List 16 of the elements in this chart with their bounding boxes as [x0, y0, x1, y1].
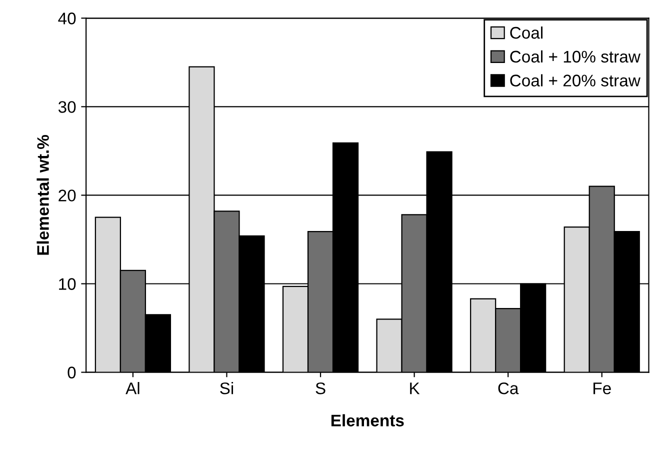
y-axis-title: Elemental wt.% [36, 134, 49, 255]
legend-label: Coal + 10% straw [510, 50, 640, 63]
x-tick-label: Fe [594, 382, 611, 394]
x-axis-title: Elements [331, 414, 404, 426]
x-tick-label: Si [220, 382, 234, 394]
x-tick-label: S [316, 382, 326, 394]
y-tick-label: 0 [68, 366, 76, 378]
legend-label: Coal + 20% straw [510, 74, 640, 86]
legend-label: Coal [510, 26, 543, 39]
x-tick-label: K [410, 382, 420, 394]
x-tick-label: Al [126, 382, 140, 394]
y-tick-label: 40 [58, 12, 76, 24]
y-tick-label: 10 [59, 278, 76, 290]
y-tick-label: 20 [58, 190, 76, 202]
y-tick-label: 30 [58, 101, 76, 113]
x-tick-label: Ca [498, 382, 519, 394]
